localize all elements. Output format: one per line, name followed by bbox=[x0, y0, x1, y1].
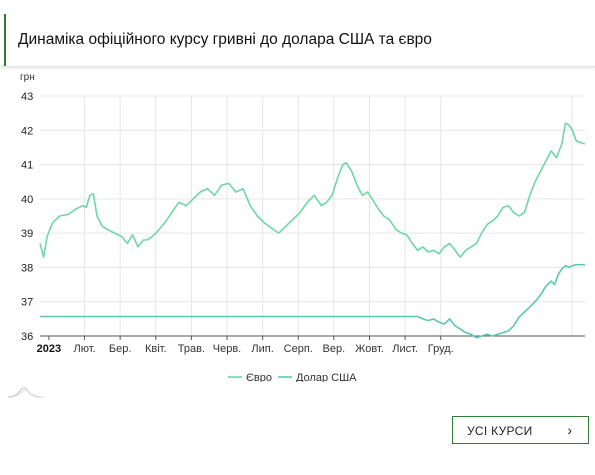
chart-grid bbox=[40, 95, 585, 337]
x-tick-label: Жовт. bbox=[355, 343, 384, 355]
all-rates-button-label: УСІ КУРСИ bbox=[467, 424, 533, 438]
x-tick-label: Лист. bbox=[392, 343, 418, 355]
y-tick-label: 37 bbox=[21, 297, 33, 309]
y-tick-label: 39 bbox=[21, 228, 33, 240]
y-tick-label: 36 bbox=[21, 331, 33, 343]
x-tick-label: 2023 bbox=[37, 343, 61, 355]
y-tick-label: 40 bbox=[21, 194, 33, 206]
header-accent-bar bbox=[4, 14, 6, 66]
exchange-rate-chart: грн 43 42 41 40 39 38 37 36 2023 Лют. Бер. Квіт. Тра… bbox=[20, 72, 586, 382]
card-header: Динаміка офіційного курсу гривні до дола… bbox=[0, 14, 595, 67]
y-unit-label: грн bbox=[20, 72, 35, 83]
legend-label: Євро bbox=[246, 372, 272, 382]
y-tick-label: 41 bbox=[21, 160, 33, 172]
x-tick-label: Трав. bbox=[178, 343, 205, 355]
page-title: Динаміка офіційного курсу гривні до дола… bbox=[18, 31, 432, 48]
y-axis: грн 43 42 41 40 39 38 37 36 bbox=[20, 72, 35, 343]
y-tick-label: 42 bbox=[21, 125, 33, 137]
x-tick-label: Черв. bbox=[213, 343, 241, 355]
x-axis: 2023 Лют. Бер. Квіт. Трав. Черв. Лип. Серп. Вер.… bbox=[37, 335, 585, 355]
all-rates-button[interactable]: УСІ КУРСИ › bbox=[452, 416, 589, 444]
x-tick-label: Лип. bbox=[251, 343, 273, 355]
x-tick-label: Бер. bbox=[109, 343, 132, 355]
series-lines bbox=[39, 122, 586, 339]
legend-label: Долар США bbox=[296, 372, 357, 382]
x-tick-label: Вер. bbox=[323, 343, 346, 355]
series-line-eur bbox=[39, 122, 586, 258]
chevron-right-icon: › bbox=[567, 422, 572, 438]
x-tick-label: Груд. bbox=[428, 343, 454, 355]
y-tick-label: 38 bbox=[21, 262, 33, 274]
chart-legend: Євро Долар США bbox=[228, 372, 357, 382]
x-tick-label: Лют. bbox=[73, 343, 95, 355]
x-tick-label: Квіт. bbox=[145, 343, 167, 355]
series-line-usd bbox=[40, 263, 585, 339]
x-tick-label: Серп. bbox=[284, 343, 313, 355]
watermark-logo bbox=[7, 387, 45, 398]
y-tick-label: 43 bbox=[21, 91, 33, 103]
